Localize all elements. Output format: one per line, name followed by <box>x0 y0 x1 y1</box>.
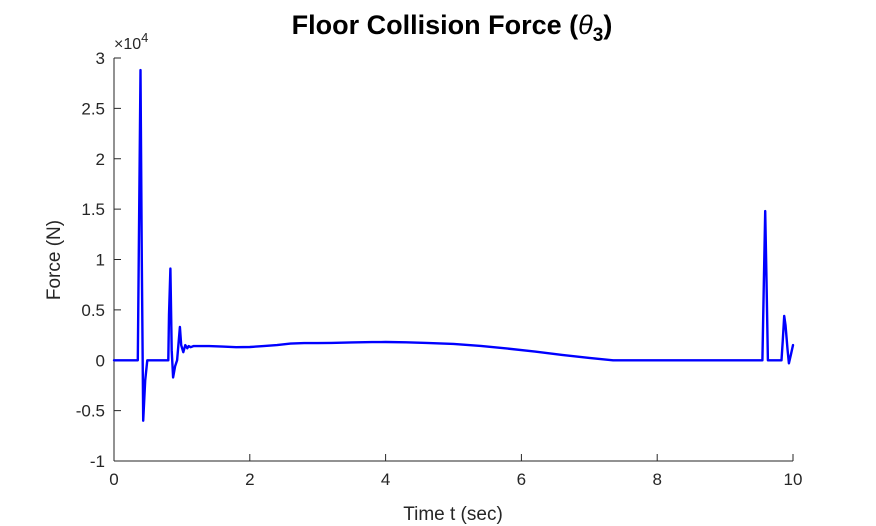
chart-title-text: Floor Collision Force ( <box>292 10 579 40</box>
y-tick-label: 0.5 <box>81 301 105 320</box>
y-tick-label: -0.5 <box>76 402 105 421</box>
y-tick-label: 2 <box>96 150 105 169</box>
x-axis-label: Time t (sec) <box>403 504 503 525</box>
x-tick-label: 8 <box>652 470 661 489</box>
y-tick-label: 2.5 <box>81 99 105 118</box>
plot-area <box>112 68 795 422</box>
x-tick-label: 10 <box>784 470 803 489</box>
axes: 0 2 4 6 8 10 -1 -0.5 0 0.5 1 1.5 2 2.5 3 <box>76 49 803 489</box>
x-tick-label: 0 <box>109 470 118 489</box>
x-tick-label: 2 <box>245 470 254 489</box>
y-exponent-power: 4 <box>141 30 148 45</box>
y-exponent-base: ×10 <box>114 36 141 53</box>
x-tick-label: 6 <box>517 470 526 489</box>
y-tick-label: 1 <box>96 251 105 270</box>
chart-title-symbol: θ <box>578 10 593 40</box>
y-axis-exponent: ×104 <box>114 30 148 53</box>
chart-title-subscript: 3 <box>593 25 604 46</box>
y-tick-label: 0 <box>96 351 105 370</box>
chart-title-suffix: ) <box>603 10 612 40</box>
y-tick-label: 3 <box>96 49 105 68</box>
y-axis-label: Force (N) <box>44 220 65 300</box>
series-line-1 <box>112 68 795 422</box>
chart-title: Floor Collision Force (θ3) <box>292 10 613 46</box>
y-tick-label: 1.5 <box>81 200 105 219</box>
y-tick-label: -1 <box>90 452 105 471</box>
x-tick-label: 4 <box>381 470 390 489</box>
